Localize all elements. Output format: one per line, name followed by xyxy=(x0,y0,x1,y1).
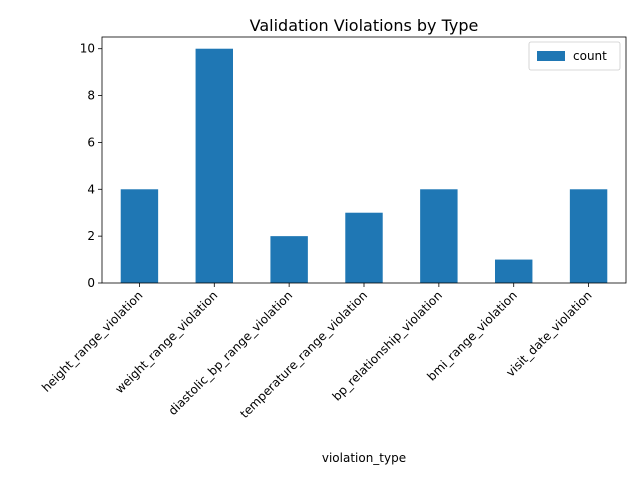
y-tick-label: 2 xyxy=(87,229,95,243)
bar-height_range_violation xyxy=(120,189,159,283)
bar-bp_relationship_violation xyxy=(420,189,458,283)
x-tick-label: visit_date_violation xyxy=(503,288,594,379)
legend: count xyxy=(528,41,621,71)
bar-diastolic_bp_range_violation xyxy=(270,236,308,283)
bar-weight_range_violation xyxy=(195,48,233,283)
chart-title: Validation Violations by Type xyxy=(250,16,479,35)
bars-group xyxy=(120,48,608,283)
plot-frame xyxy=(101,36,627,284)
y-tick-label: 6 xyxy=(87,135,95,149)
y-tick-label: 0 xyxy=(87,276,95,290)
bar-bmi_range_violation xyxy=(495,259,533,283)
legend-label: count xyxy=(573,49,607,63)
bar-temperature_range_violation xyxy=(345,212,383,283)
y-tick-label: 4 xyxy=(87,182,95,196)
legend-box xyxy=(528,41,621,71)
x-axis: height_range_violationweight_range_viola… xyxy=(39,283,595,421)
y-axis: 0 2 4 6 8 10 xyxy=(80,42,102,290)
y-tick-label: 10 xyxy=(80,42,95,56)
legend-swatch xyxy=(537,51,565,61)
y-tick-label: 8 xyxy=(87,89,95,103)
bar-visit_date_violation xyxy=(569,189,608,283)
x-tick-label: temperature_range_violation xyxy=(237,288,370,421)
x-tick-label: diastolic_bp_range_violation xyxy=(166,288,296,418)
x-axis-label: violation_type xyxy=(322,451,406,465)
